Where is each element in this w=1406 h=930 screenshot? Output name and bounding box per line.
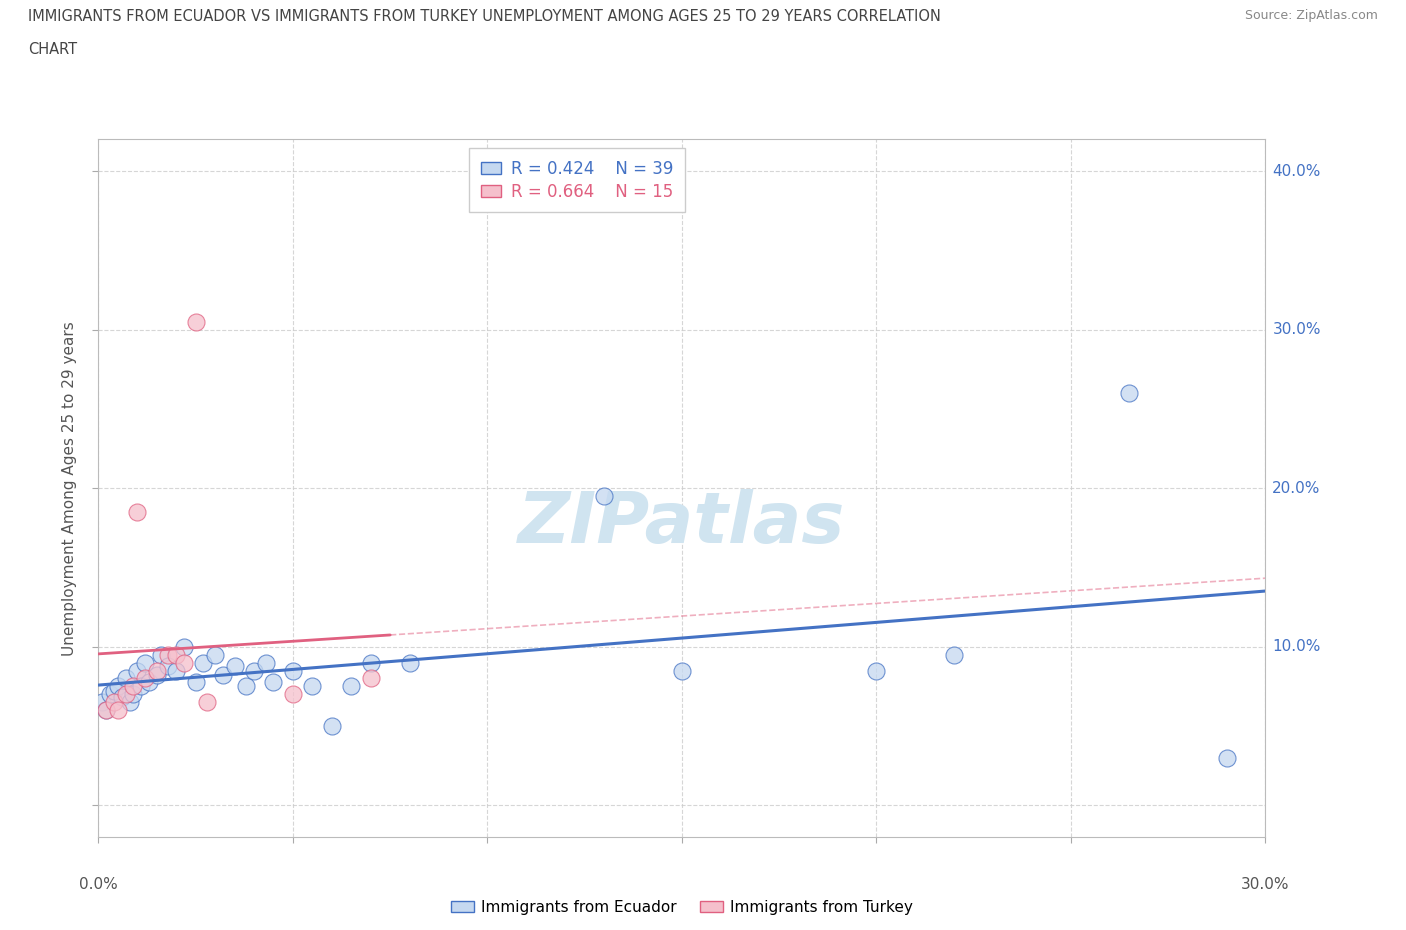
Point	[165, 663, 187, 678]
Point	[173, 639, 195, 654]
Point	[281, 687, 304, 702]
Point	[127, 663, 149, 678]
Text: 30.0%: 30.0%	[1272, 322, 1320, 338]
Point	[1215, 751, 1237, 765]
Point	[103, 695, 125, 710]
Point	[157, 647, 180, 662]
Point	[114, 687, 136, 702]
Point	[212, 668, 235, 683]
Point	[157, 658, 180, 673]
Point	[173, 655, 195, 670]
Point	[127, 505, 149, 520]
Point	[671, 663, 693, 678]
Point	[262, 674, 284, 689]
Point	[254, 655, 277, 670]
Point	[122, 687, 145, 702]
Point	[107, 679, 129, 694]
Point	[340, 679, 363, 694]
Point	[111, 690, 134, 705]
Point	[193, 655, 215, 670]
Point	[165, 647, 187, 662]
Point	[195, 695, 218, 710]
Legend: Immigrants from Ecuador, Immigrants from Turkey: Immigrants from Ecuador, Immigrants from…	[444, 894, 920, 921]
Point	[360, 655, 382, 670]
Point	[98, 687, 121, 702]
Point	[224, 658, 246, 673]
Text: 0.0%: 0.0%	[79, 877, 118, 892]
Point	[184, 674, 207, 689]
Point	[146, 668, 169, 683]
Point	[593, 489, 616, 504]
Point	[321, 719, 343, 734]
Point	[118, 695, 141, 710]
Point	[91, 695, 114, 710]
Text: 30.0%: 30.0%	[1241, 877, 1289, 892]
Text: Source: ZipAtlas.com: Source: ZipAtlas.com	[1244, 9, 1378, 22]
Point	[281, 663, 304, 678]
Text: 40.0%: 40.0%	[1272, 164, 1320, 179]
Text: ZIPatlas: ZIPatlas	[519, 488, 845, 558]
Point	[134, 671, 156, 686]
Point	[398, 655, 420, 670]
Point	[103, 684, 125, 698]
Point	[134, 655, 156, 670]
Point	[107, 703, 129, 718]
Point	[122, 679, 145, 694]
Point	[235, 679, 257, 694]
Text: 20.0%: 20.0%	[1272, 481, 1320, 496]
Point	[243, 663, 266, 678]
Text: IMMIGRANTS FROM ECUADOR VS IMMIGRANTS FROM TURKEY UNEMPLOYMENT AMONG AGES 25 TO : IMMIGRANTS FROM ECUADOR VS IMMIGRANTS FR…	[28, 9, 941, 24]
Point	[146, 663, 169, 678]
Point	[184, 314, 207, 329]
Point	[129, 679, 152, 694]
Y-axis label: Unemployment Among Ages 25 to 29 years: Unemployment Among Ages 25 to 29 years	[62, 321, 77, 656]
Point	[1118, 386, 1140, 401]
Point	[96, 703, 118, 718]
Point	[943, 647, 966, 662]
Text: CHART: CHART	[28, 42, 77, 57]
Point	[865, 663, 887, 678]
Point	[114, 671, 136, 686]
Text: 10.0%: 10.0%	[1272, 639, 1320, 655]
Point	[301, 679, 323, 694]
Point	[204, 647, 226, 662]
Point	[96, 703, 118, 718]
Point	[149, 647, 172, 662]
Point	[360, 671, 382, 686]
Point	[138, 674, 160, 689]
